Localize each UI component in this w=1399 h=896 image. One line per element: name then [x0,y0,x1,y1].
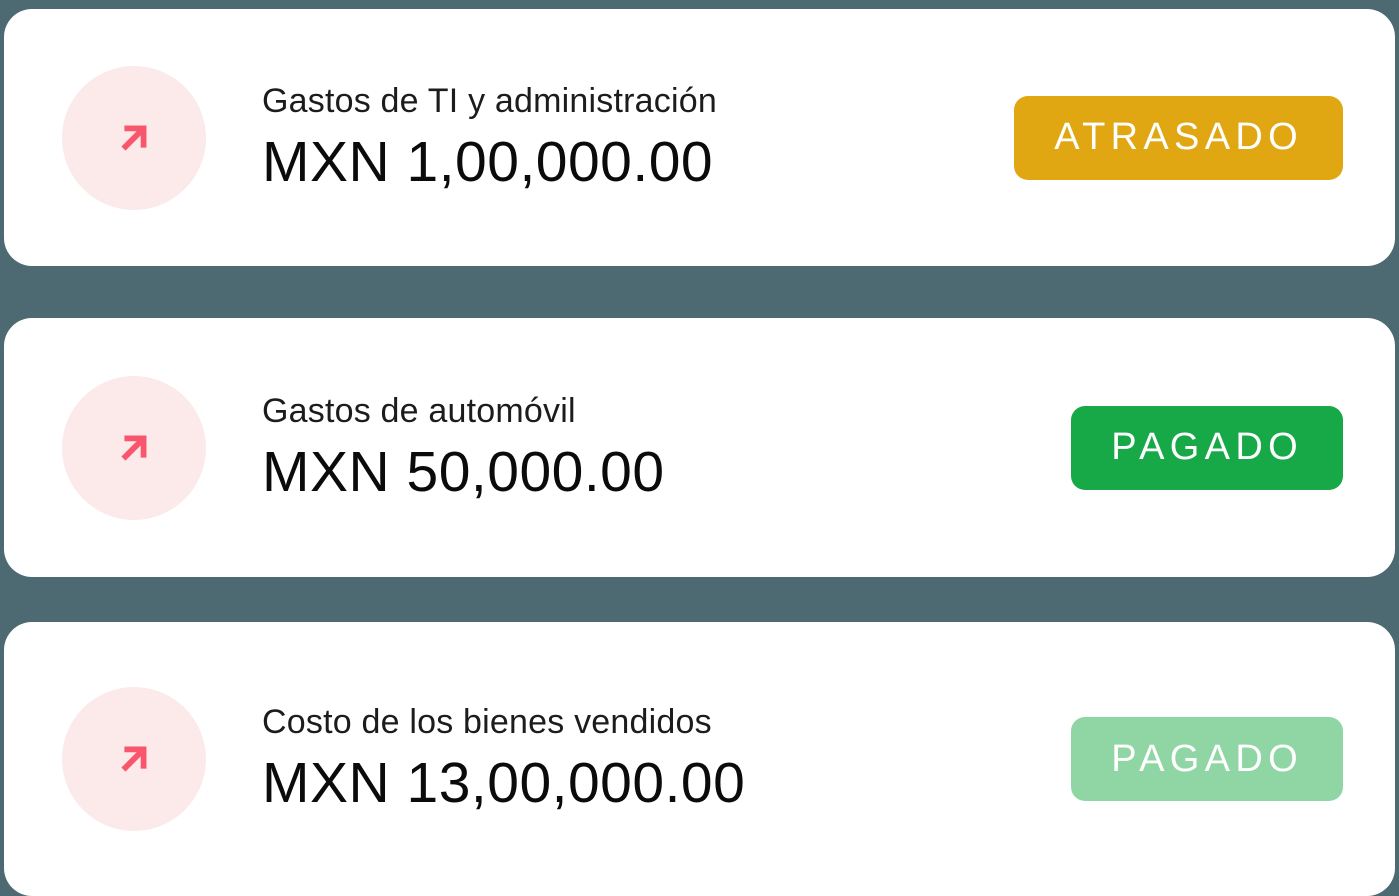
status-badge: PAGADO [1071,405,1343,490]
expense-card[interactable]: Costo de los bienes vendidos MXN 13,00,0… [4,622,1395,896]
expense-amount: MXN 50,000.00 [262,439,665,504]
arrow-up-right-icon [62,375,206,520]
expense-info: Gastos de automóvil MXN 50,000.00 [262,392,665,504]
arrow-up-right-icon [62,65,206,210]
arrow-up-right-icon [62,687,206,831]
expense-card[interactable]: Gastos de TI y administración MXN 1,00,0… [4,9,1395,266]
expense-info: Costo de los bienes vendidos MXN 13,00,0… [262,703,745,815]
expense-amount: MXN 13,00,000.00 [262,751,746,816]
status-badge: ATRASADO [1014,95,1343,180]
expense-title: Gastos de automóvil [262,391,576,430]
expense-title: Gastos de TI y administración [262,81,717,120]
expense-card[interactable]: Gastos de automóvil MXN 50,000.00 PAGADO [4,318,1395,577]
expense-info: Gastos de TI y administración MXN 1,00,0… [262,82,717,194]
expense-title: Costo de los bienes vendidos [262,703,712,742]
status-badge: PAGADO [1071,717,1343,801]
expense-amount: MXN 1,00,000.00 [262,129,714,194]
